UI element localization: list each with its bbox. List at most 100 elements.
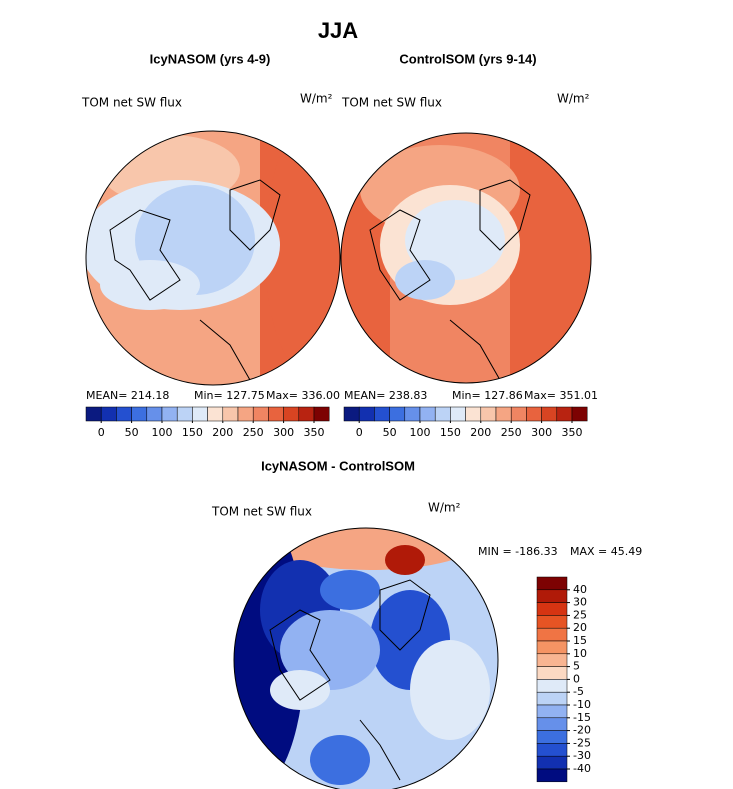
colorbar-box xyxy=(536,717,568,731)
colorbar-label: 150 xyxy=(182,426,203,439)
colorbar: 0 50 100 150 200 250 300 350 xyxy=(85,406,330,439)
colorbar-box xyxy=(536,666,568,680)
variable-label: TOM net SW flux xyxy=(211,505,312,519)
colorbar-label: 0 xyxy=(573,672,580,685)
stat-label: Min= 127.75 xyxy=(194,389,265,402)
colorbar-label: 15 xyxy=(573,634,587,647)
map xyxy=(234,528,498,789)
colorbar-box xyxy=(536,691,568,706)
colorbar-box xyxy=(176,406,193,422)
colorbar-label: 100 xyxy=(152,426,173,439)
stat-label: MEAN= 214.18 xyxy=(86,389,169,402)
variable-label: TOM net SW flux xyxy=(81,96,182,110)
colorbar-label: -40 xyxy=(573,762,591,775)
colorbar-box xyxy=(283,406,300,422)
colorbar-box xyxy=(161,406,178,422)
stat-label: MIN = -186.33 xyxy=(478,545,558,558)
colorbar-box xyxy=(252,406,269,422)
colorbar-label: 0 xyxy=(98,426,105,439)
figure-title: JJA xyxy=(318,18,358,43)
colorbar-label: -30 xyxy=(573,749,591,762)
map-border xyxy=(233,527,499,789)
colorbar-box xyxy=(450,406,466,422)
colorbar-label: -10 xyxy=(573,698,591,711)
stat-label: MAX = 45.49 xyxy=(570,545,642,558)
colorbar-box xyxy=(536,589,568,603)
colorbar-box xyxy=(536,653,568,667)
colorbar-box xyxy=(434,406,451,422)
stat-label: Max= 351.01 xyxy=(524,389,598,402)
colorbar-label: 50 xyxy=(383,426,397,439)
colorbar-box xyxy=(404,406,421,422)
colorbar-label: 250 xyxy=(243,426,264,439)
variable-label: TOM net SW flux xyxy=(341,96,442,110)
colorbar-box xyxy=(556,406,573,422)
colorbar-box xyxy=(343,406,360,422)
colorbar-label: 200 xyxy=(470,426,491,439)
colorbar-label: 40 xyxy=(573,583,587,596)
colorbar-box xyxy=(465,406,482,422)
colorbar-label: 300 xyxy=(531,426,552,439)
colorbar-label: -25 xyxy=(573,736,591,749)
colorbar-label: 350 xyxy=(562,426,583,439)
colorbar-box xyxy=(358,406,375,422)
colorbar-box xyxy=(313,406,330,422)
stat-label: MEAN= 238.83 xyxy=(344,389,427,402)
colorbar-box xyxy=(536,602,568,616)
colorbar-box xyxy=(100,406,117,422)
colorbar-box xyxy=(541,406,558,422)
stat-label: Min= 127.86 xyxy=(452,389,523,402)
colorbar: 0 50 100 150 200 250 300 350 xyxy=(343,406,588,439)
colorbar-box xyxy=(374,406,390,422)
colorbar-label: 200 xyxy=(212,426,233,439)
colorbar-label: 25 xyxy=(573,608,587,621)
colorbar-label: -5 xyxy=(573,685,584,698)
map xyxy=(86,131,340,385)
colorbar-label: 300 xyxy=(273,426,294,439)
colorbar-box xyxy=(85,406,102,422)
colorbar-label: 50 xyxy=(125,426,139,439)
colorbar-label: 100 xyxy=(410,426,431,439)
colorbar-box xyxy=(536,615,568,629)
stat-label: Max= 336.00 xyxy=(266,389,340,402)
colorbar-box xyxy=(146,406,163,422)
colorbar-box xyxy=(526,406,542,422)
units-label: W/m² xyxy=(557,92,590,106)
colorbar-box xyxy=(536,755,568,770)
colorbar-label: 10 xyxy=(573,647,587,660)
colorbar-label: 20 xyxy=(573,621,587,634)
colorbar-box xyxy=(480,406,497,422)
panel-title: IcyNASOM - ControlSOM xyxy=(261,458,415,473)
colorbar-box xyxy=(536,768,568,783)
colorbar-box xyxy=(389,406,406,422)
colorbar-label: 30 xyxy=(573,596,587,609)
colorbar-label: -20 xyxy=(573,724,591,737)
colorbar-box xyxy=(536,576,568,591)
colorbar-label: -15 xyxy=(573,711,591,724)
units-label: W/m² xyxy=(428,501,461,515)
colorbar-box xyxy=(536,730,568,744)
map-border xyxy=(340,132,592,384)
colorbar-box xyxy=(207,406,224,422)
colorbar-label: 350 xyxy=(304,426,325,439)
colorbar-box xyxy=(222,406,239,422)
stats: MEAN= 214.18 Min= 127.75 Max= 336.00 MEAN= … xyxy=(86,389,598,402)
colorbar-box xyxy=(536,743,568,757)
colorbar-label: 0 xyxy=(356,426,363,439)
colorbar-box xyxy=(536,704,568,719)
colorbar-label: 5 xyxy=(573,660,580,673)
colorbar-box xyxy=(192,406,208,422)
panel-title: ControlSOM (yrs 9-14) xyxy=(399,51,536,66)
colorbar-label: 250 xyxy=(501,426,522,439)
map xyxy=(341,133,591,383)
colorbar-box xyxy=(419,406,436,422)
colorbar-box xyxy=(536,640,568,655)
colorbar-box xyxy=(495,406,512,422)
colorbar-box xyxy=(237,406,254,422)
colorbar-box xyxy=(298,406,315,422)
colorbar-label: 150 xyxy=(440,426,461,439)
colorbar-box xyxy=(116,406,132,422)
colorbar-box xyxy=(536,679,568,693)
